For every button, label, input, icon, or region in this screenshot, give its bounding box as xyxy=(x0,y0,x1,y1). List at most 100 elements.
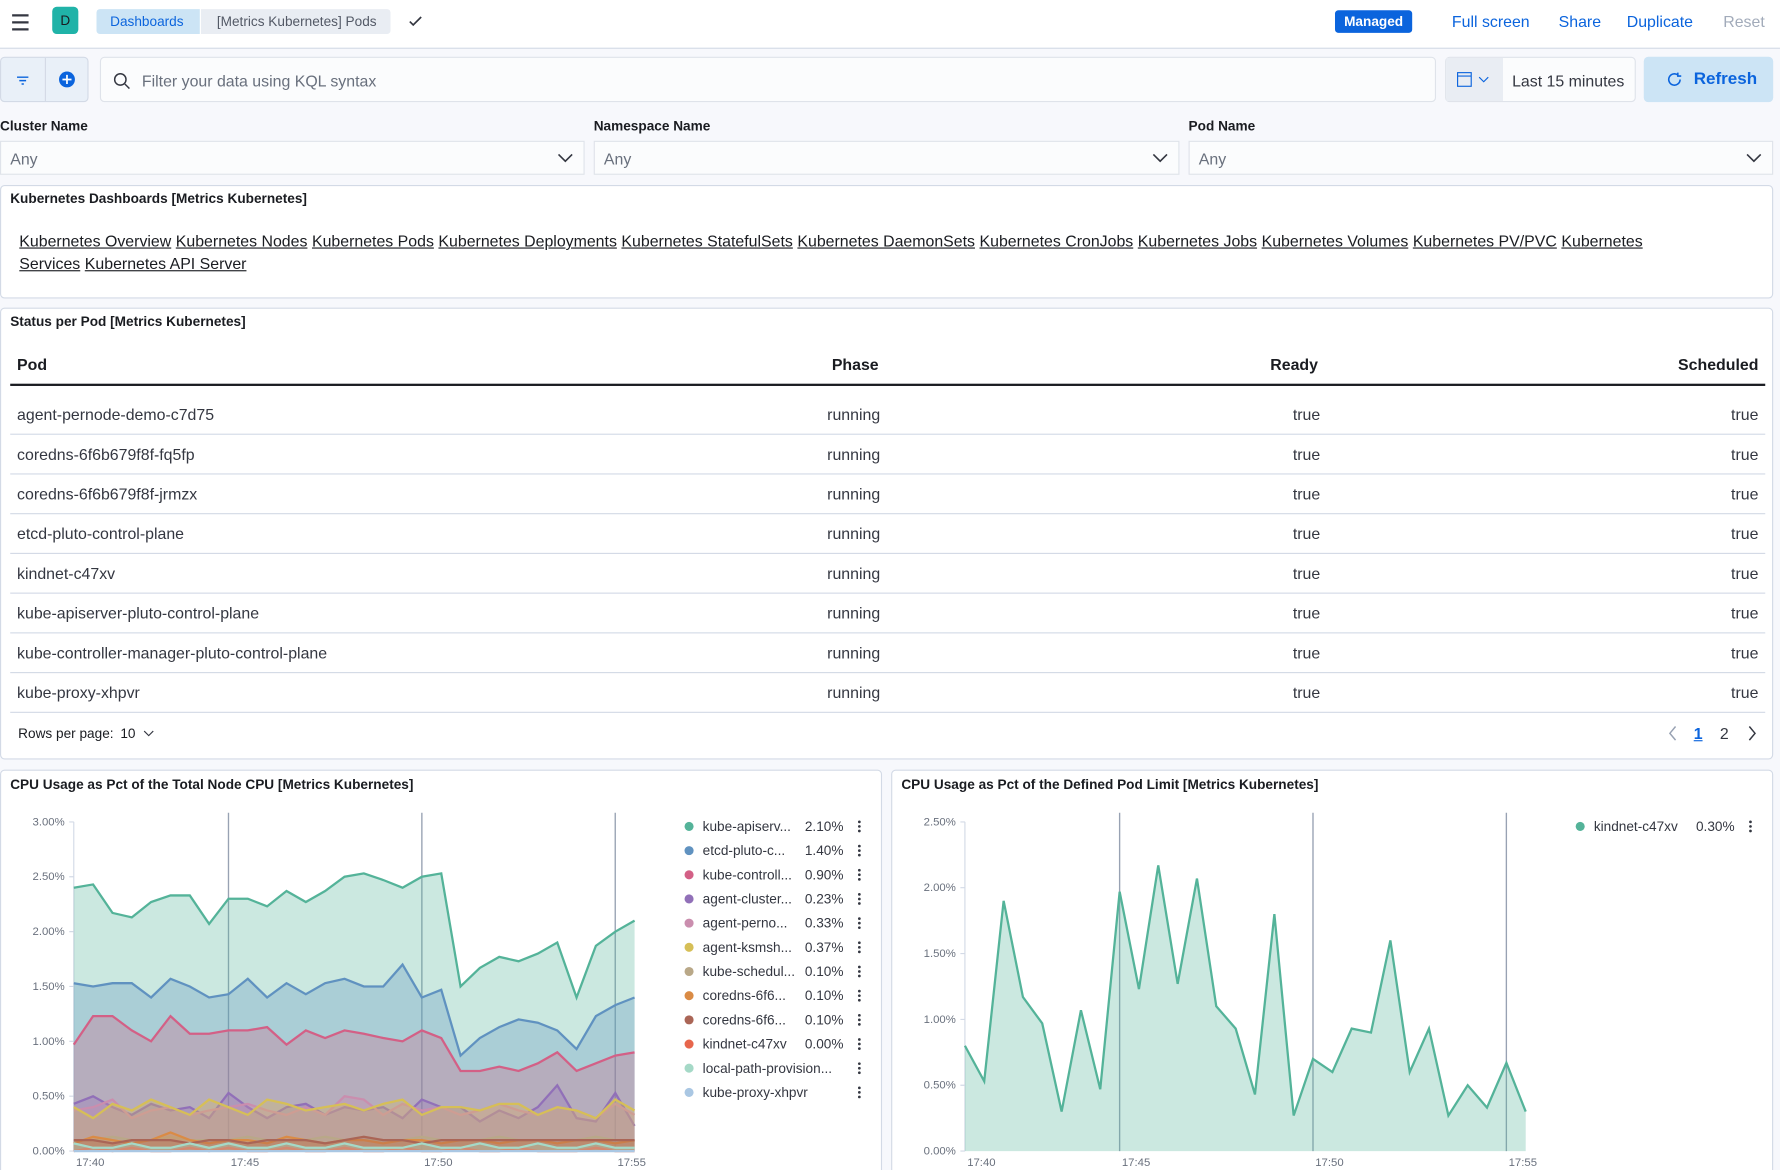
column-header[interactable]: Pod xyxy=(17,355,48,374)
page-number[interactable]: 1 xyxy=(1693,724,1703,743)
y-tick-label: 0.00% xyxy=(924,1145,956,1157)
y-tick-label: 1.00% xyxy=(924,1014,956,1026)
dashboard-link[interactable]: Kubernetes Pods xyxy=(311,231,434,250)
filter-icons xyxy=(17,57,75,102)
legend-menu-dot xyxy=(857,921,861,925)
share-link[interactable]: Share xyxy=(1558,12,1602,31)
legend-dot xyxy=(684,991,694,1001)
row-border xyxy=(10,433,1766,435)
legend-menu-dot xyxy=(857,917,861,920)
kql-placeholder: Filter your data using KQL syntax xyxy=(141,71,377,90)
dashboard-link[interactable]: Kubernetes Jobs xyxy=(1137,231,1258,250)
table-cell: true xyxy=(1292,603,1321,623)
x-tick-label: 17:40 xyxy=(76,1157,104,1169)
reset-link[interactable]: Reset xyxy=(1723,12,1765,31)
page-number[interactable]: 2 xyxy=(1719,724,1729,743)
table-cell: kube-proxy-xhpvr xyxy=(17,683,140,702)
legend-menu-dot xyxy=(857,1086,861,1090)
legend-menu-dot xyxy=(857,1023,861,1026)
area xyxy=(964,865,1526,1152)
legend-name[interactable]: kindnet-c47xv xyxy=(703,1037,787,1052)
x-tick-label: 17:50 xyxy=(1315,1157,1343,1169)
line xyxy=(73,1142,635,1149)
prev-arrow[interactable] xyxy=(1668,726,1677,741)
legend-name[interactable]: agent-cluster... xyxy=(703,892,792,907)
dashboard-link[interactable]: Kubernetes CronJobs xyxy=(979,231,1134,250)
legend-name[interactable]: local-path-provision... xyxy=(703,1061,832,1076)
x-tick-label: 17:55 xyxy=(618,1157,646,1169)
dashboard-link[interactable]: Kubernetes Services xyxy=(19,231,1643,272)
date-picker[interactable]: Last 15 minutes xyxy=(1445,56,1636,103)
dashboard-link[interactable]: Kubernetes API Server xyxy=(84,253,247,272)
legend-value: 0.10% xyxy=(805,1012,844,1027)
legend-name[interactable]: kube-schedul... xyxy=(703,964,795,979)
chevron xyxy=(557,153,573,163)
refresh-button[interactable]: Refresh xyxy=(1643,56,1774,103)
control-select[interactable]: Any xyxy=(1188,140,1774,175)
column-header[interactable]: Scheduled xyxy=(1678,355,1759,374)
legend-menu-dot xyxy=(857,1038,861,1041)
filter-buttons[interactable] xyxy=(0,56,89,103)
table-cell: true xyxy=(1731,524,1759,543)
dashboard-link[interactable]: Kubernetes DaemonSets xyxy=(797,231,975,250)
table-cell: true xyxy=(1292,683,1321,702)
legend-menu-dot xyxy=(857,970,861,973)
legend-menu-dot xyxy=(857,1047,861,1050)
legend-value: 0.10% xyxy=(805,988,844,1003)
legend-dot xyxy=(1575,821,1585,831)
legend-menu-dot xyxy=(857,1066,861,1070)
chevron xyxy=(1152,153,1168,163)
calendar-button[interactable] xyxy=(1446,57,1504,102)
legend-name[interactable]: kube-proxy-xhpvr xyxy=(703,1085,809,1100)
row-border xyxy=(10,711,1766,713)
check-icon[interactable] xyxy=(408,14,424,30)
column-header[interactable]: Ready xyxy=(1270,355,1318,374)
control-label: Cluster Name xyxy=(0,118,88,134)
legend-dot xyxy=(684,1087,694,1097)
legend-name[interactable]: agent-perno... xyxy=(703,916,788,931)
x-tick-label: 17:45 xyxy=(231,1157,259,1169)
status-panel: Status per Pod [Metrics Kubernetes] Pod P… xyxy=(0,307,1774,760)
dashboard-link[interactable]: Kubernetes Overview xyxy=(19,231,172,250)
legend-dot xyxy=(684,894,694,904)
column-header[interactable]: Phase xyxy=(831,355,879,374)
duplicate-link[interactable]: Duplicate xyxy=(1626,12,1694,31)
legend-name[interactable]: kindnet-c47xv xyxy=(1594,819,1678,834)
legend-name[interactable]: coredns-6f6... xyxy=(703,1012,786,1027)
kql-input[interactable]: Filter your data using KQL syntax xyxy=(99,56,1437,103)
legend-dot xyxy=(684,846,694,856)
legend-name[interactable]: etcd-pluto-c... xyxy=(703,843,785,858)
space-avatar[interactable]: D xyxy=(52,6,79,35)
legend-menu-dot xyxy=(857,1042,861,1046)
dashboard-link[interactable]: Kubernetes Nodes xyxy=(175,231,308,250)
chevron xyxy=(1746,153,1762,163)
legend-name[interactable]: kube-apiserv... xyxy=(703,819,791,834)
panel-title: CPU Usage as Pct of the Total Node CPU [… xyxy=(10,776,414,793)
full-screen-link[interactable]: Full screen xyxy=(1451,12,1530,31)
table-cell: true xyxy=(1731,564,1759,583)
legend-name[interactable]: kube-controll... xyxy=(703,867,792,882)
control-select[interactable]: Any xyxy=(0,140,585,175)
dashboard-link[interactable]: Kubernetes StatefulSets xyxy=(621,231,793,250)
rows-per-page[interactable]: 10 xyxy=(120,725,136,742)
time-range[interactable]: Last 15 minutes xyxy=(1512,71,1625,90)
legend-menu-dot xyxy=(857,998,861,1002)
breadcrumb[interactable]: Dashboards xyxy=(96,9,200,35)
next-arrow[interactable] xyxy=(1748,726,1756,741)
legend-name[interactable]: agent-ksmsh... xyxy=(703,940,792,955)
control-select[interactable]: Any xyxy=(593,140,1180,175)
dashboard-link[interactable]: Kubernetes Deployments xyxy=(438,231,617,250)
legend-name[interactable]: coredns-6f6... xyxy=(703,988,786,1003)
dashboard-link[interactable]: Kubernetes Volumes xyxy=(1261,231,1409,250)
menu-button[interactable]: ☰ xyxy=(10,11,31,37)
rows-per-page-label[interactable]: Rows per page: xyxy=(18,725,114,742)
legend-dot xyxy=(684,942,694,952)
table-cell: running xyxy=(827,444,881,464)
chevron-icon xyxy=(557,153,573,163)
table-cell: true xyxy=(1292,564,1321,583)
legend-value: 2.10% xyxy=(805,819,844,834)
legend-menu-dot xyxy=(857,989,861,993)
dashboard-link[interactable]: Kubernetes PV/PVC xyxy=(1412,231,1557,250)
calendar-icon xyxy=(1457,72,1489,87)
